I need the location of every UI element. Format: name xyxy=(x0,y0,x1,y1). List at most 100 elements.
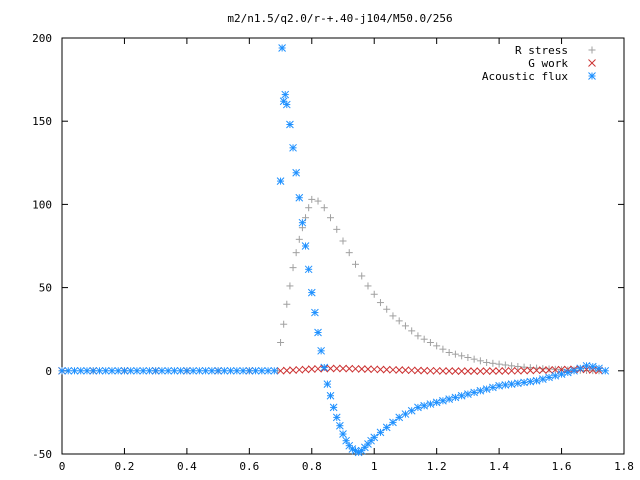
data-point-acoustic-flux xyxy=(281,90,290,99)
data-point-r-stress xyxy=(370,290,378,298)
data-point-acoustic-flux xyxy=(295,193,304,202)
data-point-r-stress xyxy=(520,363,528,371)
data-point-acoustic-flux xyxy=(278,44,286,52)
data-marks xyxy=(58,44,610,457)
data-point-acoustic-flux xyxy=(314,328,322,337)
data-point-r-stress xyxy=(545,365,553,373)
data-point-r-stress xyxy=(333,225,341,233)
data-point-r-stress xyxy=(464,353,472,361)
data-point-acoustic-flux xyxy=(439,396,447,405)
data-point-acoustic-flux xyxy=(58,366,66,375)
data-point-acoustic-flux xyxy=(108,366,116,375)
data-point-g-work xyxy=(314,364,322,373)
data-point-acoustic-flux xyxy=(176,366,185,375)
data-point-r-stress xyxy=(345,249,353,257)
data-point-g-work xyxy=(426,366,435,375)
data-point-acoustic-flux xyxy=(158,366,166,375)
data-point-r-stress xyxy=(327,214,335,222)
data-point-acoustic-flux xyxy=(370,433,379,442)
data-point-r-stress xyxy=(376,299,384,307)
data-point-acoustic-flux xyxy=(270,366,279,375)
data-point-acoustic-flux xyxy=(420,401,429,410)
data-point-g-work xyxy=(520,366,528,375)
x-tick-label: 1.4 xyxy=(489,460,509,473)
data-point-r-stress xyxy=(277,339,285,347)
data-point-g-work xyxy=(282,366,291,375)
y-tick-label: 0 xyxy=(45,365,52,378)
data-point-acoustic-flux xyxy=(226,366,235,375)
data-point-acoustic-flux xyxy=(470,388,478,397)
data-point-acoustic-flux xyxy=(289,143,297,152)
data-point-acoustic-flux xyxy=(232,366,241,375)
data-point-acoustic-flux xyxy=(151,366,160,375)
data-point-r-stress xyxy=(439,345,447,353)
data-point-acoustic-flux xyxy=(451,393,460,402)
data-point-acoustic-flux xyxy=(588,362,597,371)
data-point-r-stress xyxy=(308,195,316,203)
data-point-r-stress xyxy=(433,342,441,350)
data-point-acoustic-flux xyxy=(513,379,522,388)
data-point-g-work xyxy=(451,367,460,375)
data-point-g-work xyxy=(439,367,447,375)
data-point-acoustic-flux xyxy=(323,380,332,388)
data-point-r-stress xyxy=(389,312,397,320)
data-point-r-stress xyxy=(292,249,300,257)
data-point-g-work xyxy=(507,366,516,375)
data-point-g-work xyxy=(351,364,360,373)
data-point-g-work xyxy=(301,365,310,374)
data-point-r-stress xyxy=(305,204,313,212)
data-point-g-work xyxy=(420,366,429,375)
data-point-acoustic-flux xyxy=(407,406,416,415)
data-point-g-work xyxy=(395,366,404,374)
data-point-g-work xyxy=(357,365,366,373)
data-point-acoustic-flux xyxy=(426,400,435,408)
data-point-acoustic-flux xyxy=(326,391,335,400)
data-point-acoustic-flux xyxy=(601,366,610,375)
data-point-acoustic-flux xyxy=(304,265,313,274)
data-point-g-work xyxy=(457,367,466,375)
legend-marker xyxy=(588,46,596,54)
data-point-r-stress xyxy=(289,264,297,272)
data-point-g-work xyxy=(545,366,553,374)
data-point-acoustic-flux xyxy=(139,366,148,375)
x-tick-label: 1.2 xyxy=(427,460,447,473)
y-tick-label: 200 xyxy=(32,32,52,45)
data-point-acoustic-flux xyxy=(264,366,272,375)
data-point-g-work xyxy=(482,367,491,375)
data-point-acoustic-flux xyxy=(239,366,247,375)
data-point-acoustic-flux xyxy=(145,366,154,375)
data-point-r-stress xyxy=(476,357,484,365)
chart-title: m2/n1.5/q2.0/r-+.40-j104/M50.0/256 xyxy=(227,12,452,25)
data-point-acoustic-flux xyxy=(563,368,572,377)
data-point-r-stress xyxy=(495,360,503,368)
data-point-acoustic-flux xyxy=(457,391,466,400)
data-point-g-work xyxy=(470,367,478,375)
data-point-r-stress xyxy=(408,327,416,335)
data-point-acoustic-flux xyxy=(432,398,441,407)
x-tick-label: 0.6 xyxy=(239,460,259,473)
data-point-acoustic-flux xyxy=(595,364,603,373)
data-point-acoustic-flux xyxy=(251,366,260,375)
data-point-g-work xyxy=(526,366,535,375)
data-point-r-stress xyxy=(283,300,291,308)
data-point-acoustic-flux xyxy=(201,366,210,375)
data-point-acoustic-flux xyxy=(64,366,73,375)
data-point-acoustic-flux xyxy=(445,395,454,403)
legend-label: R stress xyxy=(515,44,568,57)
data-point-acoustic-flux xyxy=(526,377,535,386)
data-point-acoustic-flux xyxy=(507,380,516,388)
data-point-acoustic-flux xyxy=(301,242,310,250)
x-tick-label: 0.8 xyxy=(302,460,322,473)
data-point-r-stress xyxy=(514,362,522,370)
data-point-g-work xyxy=(407,366,416,375)
data-point-r-stress xyxy=(539,365,547,373)
data-point-acoustic-flux xyxy=(286,120,294,129)
data-point-acoustic-flux xyxy=(332,413,341,422)
data-point-r-stress xyxy=(358,272,366,280)
data-point-r-stress xyxy=(314,197,322,205)
data-point-g-work xyxy=(551,365,560,374)
legend-marker xyxy=(588,72,596,80)
data-point-acoustic-flux xyxy=(482,385,491,393)
data-point-acoustic-flux xyxy=(89,366,98,375)
data-point-acoustic-flux xyxy=(520,378,528,387)
